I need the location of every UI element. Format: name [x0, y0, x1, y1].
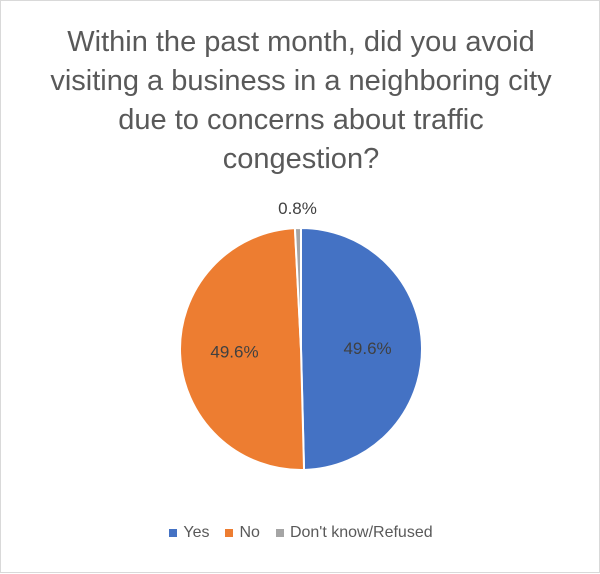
legend-swatch-yes — [169, 529, 178, 537]
pie-slice-dont-know-refused — [293, 226, 302, 350]
data-label-yes: 49.6% — [343, 339, 391, 358]
legend-swatch-dont-know-refused — [275, 529, 284, 537]
data-label-dont-know-refused: 0.8% — [278, 199, 317, 218]
chart-title: Within the past month, did you avoid vis… — [50, 26, 552, 175]
legend-item-dont-know-refused: Don't know/Refused — [275, 524, 433, 542]
chart-legend: Yes No Don't know/Refused — [1, 524, 600, 542]
legend-item-yes: Yes — [169, 524, 209, 542]
data-label-no: 49.6% — [210, 343, 258, 362]
pie-slice-no — [179, 227, 306, 471]
legend-label-no: No — [239, 524, 260, 541]
legend-label-dont-know-refused: Don't know/Refused — [289, 524, 433, 541]
legend-label-yes: Yes — [183, 524, 210, 541]
legend-swatch-no — [225, 529, 234, 537]
legend-item-no: No — [225, 524, 260, 542]
pie-slice-yes — [300, 226, 423, 471]
